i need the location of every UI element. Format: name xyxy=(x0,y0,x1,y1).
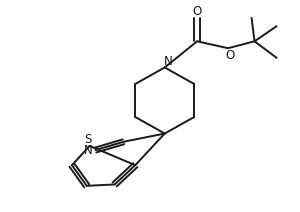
Text: O: O xyxy=(225,49,234,61)
Text: O: O xyxy=(193,5,202,18)
Text: N: N xyxy=(84,144,92,156)
Text: N: N xyxy=(164,55,172,68)
Text: S: S xyxy=(85,133,92,146)
